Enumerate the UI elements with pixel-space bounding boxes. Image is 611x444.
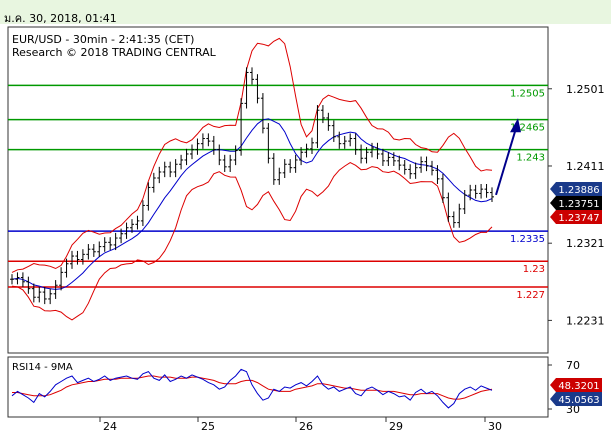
rsi-series: 70 30 48.3201 45.0563 xyxy=(11,359,602,416)
price-tag-box xyxy=(556,196,602,210)
price-axis-label: 1.2231 xyxy=(566,314,605,327)
level-label: 1.23 xyxy=(523,264,545,275)
research-line: Research © 2018 TRADING CENTRAL xyxy=(12,46,217,59)
forecast-arrow xyxy=(495,118,521,196)
timestamp-bar: ม.ค. 30, 2018, 01:41 xyxy=(0,0,611,25)
time-axis: 24 25 26 29 30 xyxy=(99,417,502,433)
level-label: 1.2465 xyxy=(510,123,545,134)
price-axis-label: 1.2321 xyxy=(566,237,605,250)
price-axis: 1.2501 1.2411 1.2321 1.2231 1.23886 1.23751 1.… xyxy=(548,83,605,327)
price-tag-label: 1.23751 xyxy=(558,199,599,210)
time-axis-label: 25 xyxy=(201,420,215,433)
price-series xyxy=(10,67,494,305)
time-axis-label: 26 xyxy=(299,420,313,433)
level-label: 1.227 xyxy=(516,290,545,301)
time-axis-label: 30 xyxy=(488,420,502,433)
rsi-tag-label: 48.3201 xyxy=(558,381,599,392)
rsi-tag-box xyxy=(556,392,602,406)
price-tag-label: 1.23747 xyxy=(558,213,599,224)
rsi-ma-line xyxy=(12,375,493,400)
rsi-tag-label: 45.0563 xyxy=(558,395,599,406)
bollinger-bands xyxy=(11,37,493,321)
level-lines: 1.2505 1.2465 1.243 1.2335 1.23 1.227 xyxy=(8,84,548,301)
time-axis-label: 29 xyxy=(389,420,403,433)
price-panel-frame xyxy=(7,26,549,354)
rsi-tag-box xyxy=(556,378,602,392)
forecast-arrow-shaft xyxy=(495,127,517,196)
rsi-tag-pointer xyxy=(550,392,556,406)
bollinger-lower xyxy=(11,162,493,321)
rsi-tag-pointer xyxy=(550,378,556,392)
price-tag-box xyxy=(556,182,602,196)
price-axis-label: 1.2501 xyxy=(566,83,605,96)
symbol-line: EUR/USD - 30min - 2:41:35 (CET) xyxy=(12,33,194,46)
bollinger-upper xyxy=(11,37,493,273)
rsi-label: RSI14 - 9MA xyxy=(12,362,73,373)
rsi-line xyxy=(11,368,493,409)
rsi-axis-label: 70 xyxy=(566,359,580,372)
rsi-panel-frame xyxy=(7,356,549,418)
level-label: 1.2505 xyxy=(510,88,545,99)
price-tag-pointer xyxy=(550,196,556,210)
price-tag-box xyxy=(556,210,602,224)
forecast-arrow-head xyxy=(510,118,521,133)
level-label: 1.2335 xyxy=(510,234,545,245)
time-axis-label: 24 xyxy=(103,420,117,433)
price-axis-label: 1.2411 xyxy=(566,160,605,173)
moving-average-line xyxy=(11,118,493,290)
price-tag-pointer xyxy=(550,210,556,224)
timestamp-label: ม.ค. 30, 2018, 01:41 xyxy=(4,12,117,25)
rsi-axis-label: 30 xyxy=(566,403,580,416)
price-tag-pointer xyxy=(550,182,556,196)
price-tag-label: 1.23886 xyxy=(558,185,599,196)
level-label: 1.243 xyxy=(516,153,545,164)
